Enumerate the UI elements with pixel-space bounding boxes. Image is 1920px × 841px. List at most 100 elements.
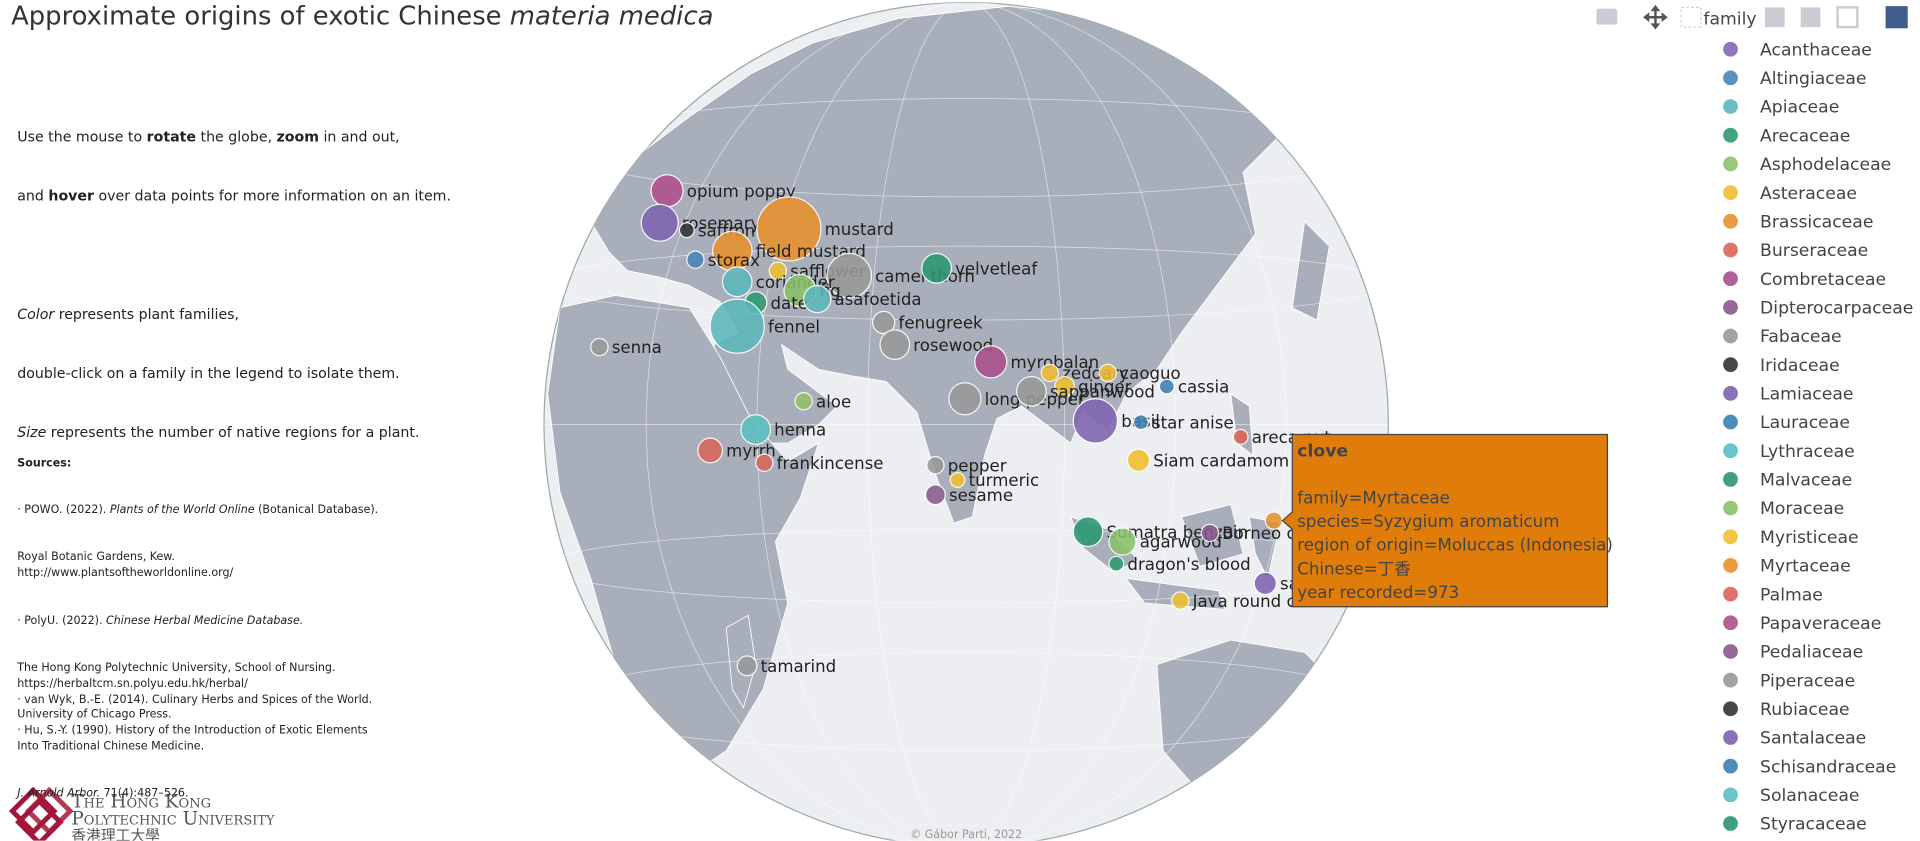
legend-label: Santalaceae <box>1760 729 1866 749</box>
legend-item[interactable]: Piperaceae <box>1723 671 1855 691</box>
data-point[interactable]: fennel <box>709 298 820 354</box>
text: over data points for more information on… <box>93 187 451 205</box>
point-label: velvetleaf <box>955 259 1038 278</box>
data-point[interactable]: star anise <box>1132 413 1234 432</box>
text: the globe, <box>196 128 277 146</box>
reset-button[interactable] <box>1836 6 1859 29</box>
point-marker <box>803 284 832 314</box>
legend-item[interactable]: Burseraceae <box>1723 241 1868 261</box>
legend-item[interactable]: Myristiceae <box>1723 528 1859 548</box>
data-point[interactable]: Siam cardamom <box>1126 448 1289 473</box>
text: · PolyU. (2022). <box>17 614 107 628</box>
point-marker <box>740 414 772 445</box>
data-point[interactable]: sappanwood <box>1016 376 1155 407</box>
data-point[interactable]: caoguo <box>1098 363 1181 383</box>
data-point[interactable]: sesame <box>924 484 1013 506</box>
legend-item[interactable]: Schisandraceae <box>1723 757 1896 777</box>
point-label: aloe <box>816 392 851 411</box>
instructions: Use the mouse to rotate the globe, zoom … <box>17 87 451 461</box>
point-label: agarwood <box>1140 533 1222 552</box>
legend-item[interactable]: Solanaceae <box>1723 786 1860 806</box>
legend-item[interactable]: Brassicaceae <box>1723 212 1873 232</box>
data-point[interactable]: tamarind <box>736 655 836 677</box>
point-marker <box>768 261 788 281</box>
legend-marker <box>1723 70 1738 86</box>
legend-item[interactable]: Styracaceae <box>1723 815 1867 835</box>
plotly-logo[interactable] <box>1885 6 1908 29</box>
data-point[interactable]: velvetleaf <box>921 252 1038 284</box>
data-point[interactable]: senna <box>590 337 662 357</box>
point-marker <box>736 655 758 677</box>
tooltip-line: year recorded=973 <box>1297 583 1459 602</box>
legend-item[interactable]: Lauraceae <box>1723 413 1850 433</box>
point-marker <box>756 196 822 262</box>
data-point[interactable]: cassia <box>1158 378 1229 397</box>
data-point[interactable]: myrrh <box>697 437 776 464</box>
text: zoom <box>276 128 319 146</box>
legend-label: Altingiaceae <box>1760 69 1866 89</box>
data-point[interactable]: agarwood <box>1108 527 1222 556</box>
data-point[interactable]: dragon's blood <box>1108 555 1251 574</box>
point-label: rosewood <box>913 336 993 355</box>
point-label: opium poppy <box>687 182 796 201</box>
legend-item[interactable]: Lythraceae <box>1723 442 1855 462</box>
data-point[interactable]: asafoetida <box>803 284 922 314</box>
legend-item[interactable]: Iridaceae <box>1723 356 1840 376</box>
legend-marker <box>1723 213 1738 229</box>
zoom-out-button[interactable] <box>1800 7 1821 28</box>
legend-item[interactable]: Palmae <box>1723 585 1823 605</box>
data-point[interactable]: aloe <box>794 392 851 411</box>
data-point[interactable]: rosemary <box>640 203 761 242</box>
legend-label: Fabaceae <box>1760 327 1842 347</box>
point-marker <box>1016 376 1047 407</box>
data-point[interactable]: storax <box>686 250 760 270</box>
legend-item[interactable]: Apiaceae <box>1723 98 1839 118</box>
legend-item[interactable]: Fabaceae <box>1723 327 1842 347</box>
select-button[interactable] <box>1680 6 1702 28</box>
legend-label: Apiaceae <box>1760 98 1839 118</box>
legend-label: Iridaceae <box>1760 356 1840 376</box>
legend-item[interactable]: Moraceae <box>1723 499 1844 519</box>
legend-item[interactable]: Myrtaceae <box>1723 557 1851 577</box>
legend-item[interactable]: Asphodelaceae <box>1723 155 1891 175</box>
legend-item[interactable]: Santalaceae <box>1723 729 1866 749</box>
point-label: rosemary <box>682 214 761 233</box>
legend-item[interactable]: Papaveraceae <box>1723 614 1881 634</box>
legend-item[interactable]: Dipterocarpaceae <box>1723 298 1913 318</box>
data-point[interactable]: fenugreek <box>872 310 983 335</box>
legend-item[interactable]: Malvaceae <box>1723 471 1852 491</box>
data-point[interactable]: turmeric <box>949 471 1039 490</box>
data-point[interactable]: ginger <box>1054 376 1132 397</box>
point-marker <box>926 456 945 475</box>
data-point[interactable]: frankincense <box>755 453 884 473</box>
point-marker <box>1108 527 1137 556</box>
tooltip-line: family=Myrtaceae <box>1297 488 1450 507</box>
point-marker <box>1072 398 1119 444</box>
legend-item[interactable]: Lamiaceae <box>1723 385 1854 405</box>
data-point[interactable]: rosewood <box>879 329 993 361</box>
camera-button[interactable] <box>1596 8 1618 25</box>
legend-item[interactable]: Combretaceae <box>1723 270 1886 290</box>
legend-item[interactable]: Arecaceae <box>1723 126 1850 146</box>
point-marker <box>650 174 684 208</box>
legend-item[interactable]: Acanthaceae <box>1723 40 1872 60</box>
text: hover <box>48 187 94 205</box>
zoom-in-button[interactable] <box>1764 7 1785 28</box>
legend-item[interactable]: Altingiaceae <box>1723 69 1867 89</box>
tooltip-line: Chinese=丁香 <box>1297 559 1411 578</box>
data-point[interactable]: mustard <box>756 196 894 262</box>
legend-marker <box>1723 443 1738 459</box>
legend-item[interactable]: Pedaliaceae <box>1723 643 1863 663</box>
data-point[interactable]: henna <box>740 414 826 445</box>
legend-marker <box>1723 586 1738 602</box>
data-point[interactable]: pepper <box>926 456 1007 475</box>
data-point[interactable]: myrobalan <box>974 345 1099 379</box>
legend-item[interactable]: Rubiaceae <box>1723 700 1850 720</box>
text: Royal Botanic Gardens, Kew. <box>17 551 175 565</box>
pan-button[interactable] <box>1643 4 1668 30</box>
legend-marker <box>1723 787 1738 803</box>
point-marker <box>755 453 774 473</box>
data-point[interactable]: opium poppy <box>650 174 796 208</box>
legend-item[interactable]: Asteraceae <box>1723 184 1857 204</box>
